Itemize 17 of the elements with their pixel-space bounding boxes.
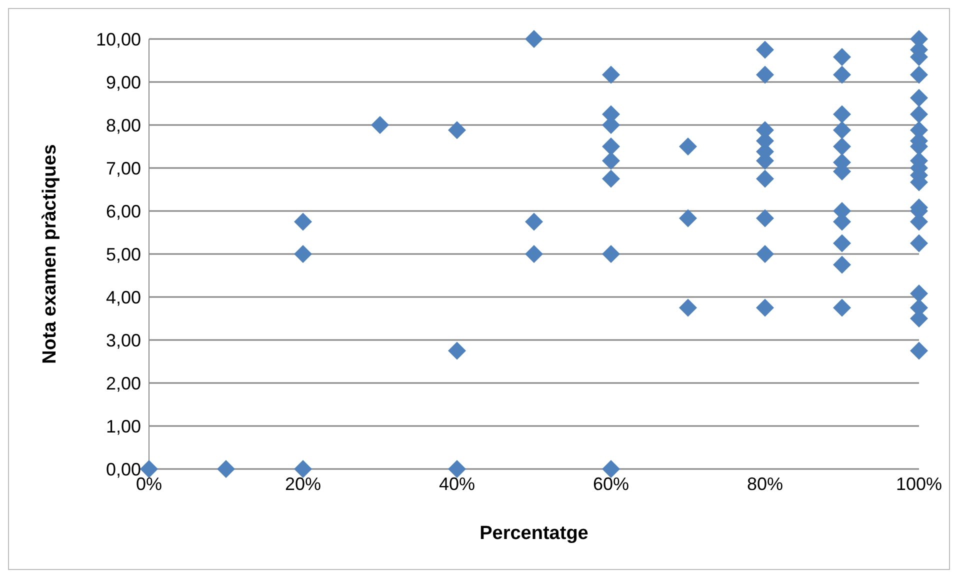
y-tick-label: 1,00 — [106, 416, 141, 436]
y-tick-label: 3,00 — [106, 330, 141, 350]
y-axis-title: Nota examen pràctiques — [40, 144, 61, 364]
y-tick-label: 9,00 — [106, 72, 141, 92]
x-tick-label: 20% — [284, 474, 322, 494]
y-tick-label: 8,00 — [106, 115, 141, 136]
x-tick-label: 60% — [592, 474, 630, 494]
y-tick-label: 10,00 — [96, 29, 141, 50]
x-tick-label: 40% — [438, 474, 476, 494]
y-tick-label: 4,00 — [106, 287, 141, 308]
y-tick-label: 5,00 — [106, 244, 141, 264]
y-tick-label: 6,00 — [106, 201, 141, 222]
y-tick-label: 2,00 — [106, 373, 141, 394]
x-axis-title: Percentatge — [480, 523, 588, 544]
y-tick-label: 7,00 — [106, 158, 141, 178]
x-tick-label: 80% — [746, 474, 784, 494]
x-tick-label: 100% — [896, 474, 942, 494]
